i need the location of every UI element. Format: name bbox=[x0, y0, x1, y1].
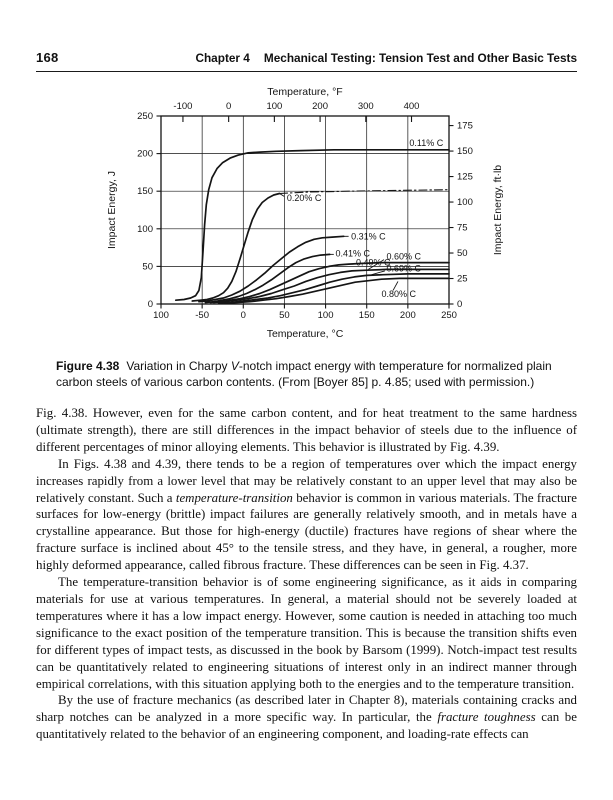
curve-label: 0.49% C bbox=[356, 258, 391, 268]
chapter-title: Mechanical Testing: Tension Test and Oth… bbox=[263, 51, 577, 65]
figure-area: Temperature, °F -100 0 100 200 300 400 100 -50 0 5… bbox=[0, 82, 613, 390]
svg-text:Temperature, °F: Temperature, °F bbox=[267, 86, 342, 98]
svg-text:250: 250 bbox=[137, 111, 153, 122]
svg-text:200: 200 bbox=[137, 149, 153, 160]
curve-label: 0.20% C bbox=[286, 193, 321, 203]
curve-label: 0.41% C bbox=[335, 249, 370, 259]
curve-label: 0.11% C bbox=[409, 138, 443, 148]
curve-0-49-c bbox=[209, 261, 450, 304]
label-leader-line bbox=[278, 193, 285, 197]
curve-0-60-c bbox=[212, 268, 450, 304]
svg-text:100: 100 bbox=[266, 101, 282, 112]
svg-text:200: 200 bbox=[399, 310, 415, 321]
svg-text:Temperature, °C: Temperature, °C bbox=[266, 328, 343, 340]
chart-curve-labels: 0.11% C 0.20% C 0.31% C 0.41% C0.49% C0.60%… bbox=[278, 138, 443, 299]
label-leader-line bbox=[371, 270, 385, 276]
svg-text:50: 50 bbox=[142, 261, 153, 272]
chapter-header: Chapter 4 Mechanical Testing: Tension Tes… bbox=[195, 51, 577, 65]
curve-0-69-c bbox=[217, 273, 450, 305]
chart-left-axis: 0 50 100 150 200 250 Impact Energy, J bbox=[106, 111, 161, 310]
body-paragraph: By the use of fracture mechanics (as des… bbox=[36, 693, 577, 742]
svg-text:400: 400 bbox=[403, 101, 419, 112]
body-paragraph: In Figs. 4.38 and 4.39, there tends to b… bbox=[36, 456, 577, 573]
label-leader-line bbox=[392, 281, 398, 291]
running-head: 168 Chapter 4 Mechanical Testing: Tension… bbox=[36, 50, 577, 72]
chart-right-axis: 0 25 50 75 100 125 150 175 Impact Energy, ft·lb bbox=[448, 121, 504, 310]
page-number: 168 bbox=[36, 50, 59, 65]
svg-text:0: 0 bbox=[147, 299, 152, 310]
svg-text:25: 25 bbox=[457, 274, 468, 285]
curve-label: 0.60% C bbox=[386, 252, 421, 262]
body-paragraph: Fig. 4.38. However, even for the same ca… bbox=[36, 406, 577, 454]
svg-text:-100: -100 bbox=[173, 101, 192, 112]
chart-curves bbox=[174, 148, 450, 305]
chart-top-axis: Temperature, °F -100 0 100 200 300 400 bbox=[173, 86, 419, 122]
body-paragraph: The temperature-transition behavior is o… bbox=[36, 575, 577, 691]
curve-0-20-c-upper-shelf bbox=[278, 189, 450, 195]
figure-caption: Figure 4.38 Variation in Charpy V-notch i… bbox=[56, 359, 552, 389]
svg-text:0: 0 bbox=[457, 299, 462, 310]
label-leader-line bbox=[367, 259, 384, 270]
curve-label: 0.80% C bbox=[381, 289, 416, 299]
chart-frame bbox=[159, 115, 450, 305]
svg-text:125: 125 bbox=[457, 172, 473, 183]
svg-text:50: 50 bbox=[457, 248, 468, 259]
curve-0-41-c bbox=[204, 253, 331, 304]
svg-text:150: 150 bbox=[457, 146, 473, 157]
chapter-label: Chapter 4 bbox=[195, 51, 250, 65]
svg-text:175: 175 bbox=[457, 121, 473, 132]
svg-text:100: 100 bbox=[153, 310, 169, 321]
curve-0-31-c bbox=[197, 235, 345, 303]
curve-label: 0.69% C bbox=[386, 264, 421, 274]
curve-0-11-c bbox=[174, 148, 450, 302]
svg-text:200: 200 bbox=[312, 101, 328, 112]
svg-text:0: 0 bbox=[240, 310, 245, 321]
svg-text:Impact Energy, ft·lb: Impact Energy, ft·lb bbox=[492, 165, 504, 255]
svg-text:250: 250 bbox=[441, 310, 457, 321]
chart-bottom-axis: 100 -50 0 50 100 150 200 250 Temperature, °C bbox=[153, 304, 457, 340]
curve-0-20-c bbox=[190, 192, 280, 302]
body-text: Fig. 4.38. However, even for the same ca… bbox=[36, 405, 577, 743]
chart-grid bbox=[160, 116, 449, 304]
svg-text:300: 300 bbox=[357, 101, 373, 112]
svg-text:150: 150 bbox=[358, 310, 374, 321]
svg-text:100: 100 bbox=[137, 224, 153, 235]
svg-text:50: 50 bbox=[279, 310, 290, 321]
svg-text:100: 100 bbox=[317, 310, 333, 321]
svg-text:75: 75 bbox=[457, 223, 468, 234]
curve-0-80-c bbox=[222, 277, 450, 305]
svg-text:150: 150 bbox=[137, 186, 153, 197]
curve-label: 0.31% C bbox=[351, 231, 386, 241]
svg-text:-50: -50 bbox=[195, 310, 209, 321]
svg-text:Impact Energy, J: Impact Energy, J bbox=[106, 171, 118, 249]
svg-text:100: 100 bbox=[457, 197, 473, 208]
svg-text:0: 0 bbox=[226, 101, 231, 112]
